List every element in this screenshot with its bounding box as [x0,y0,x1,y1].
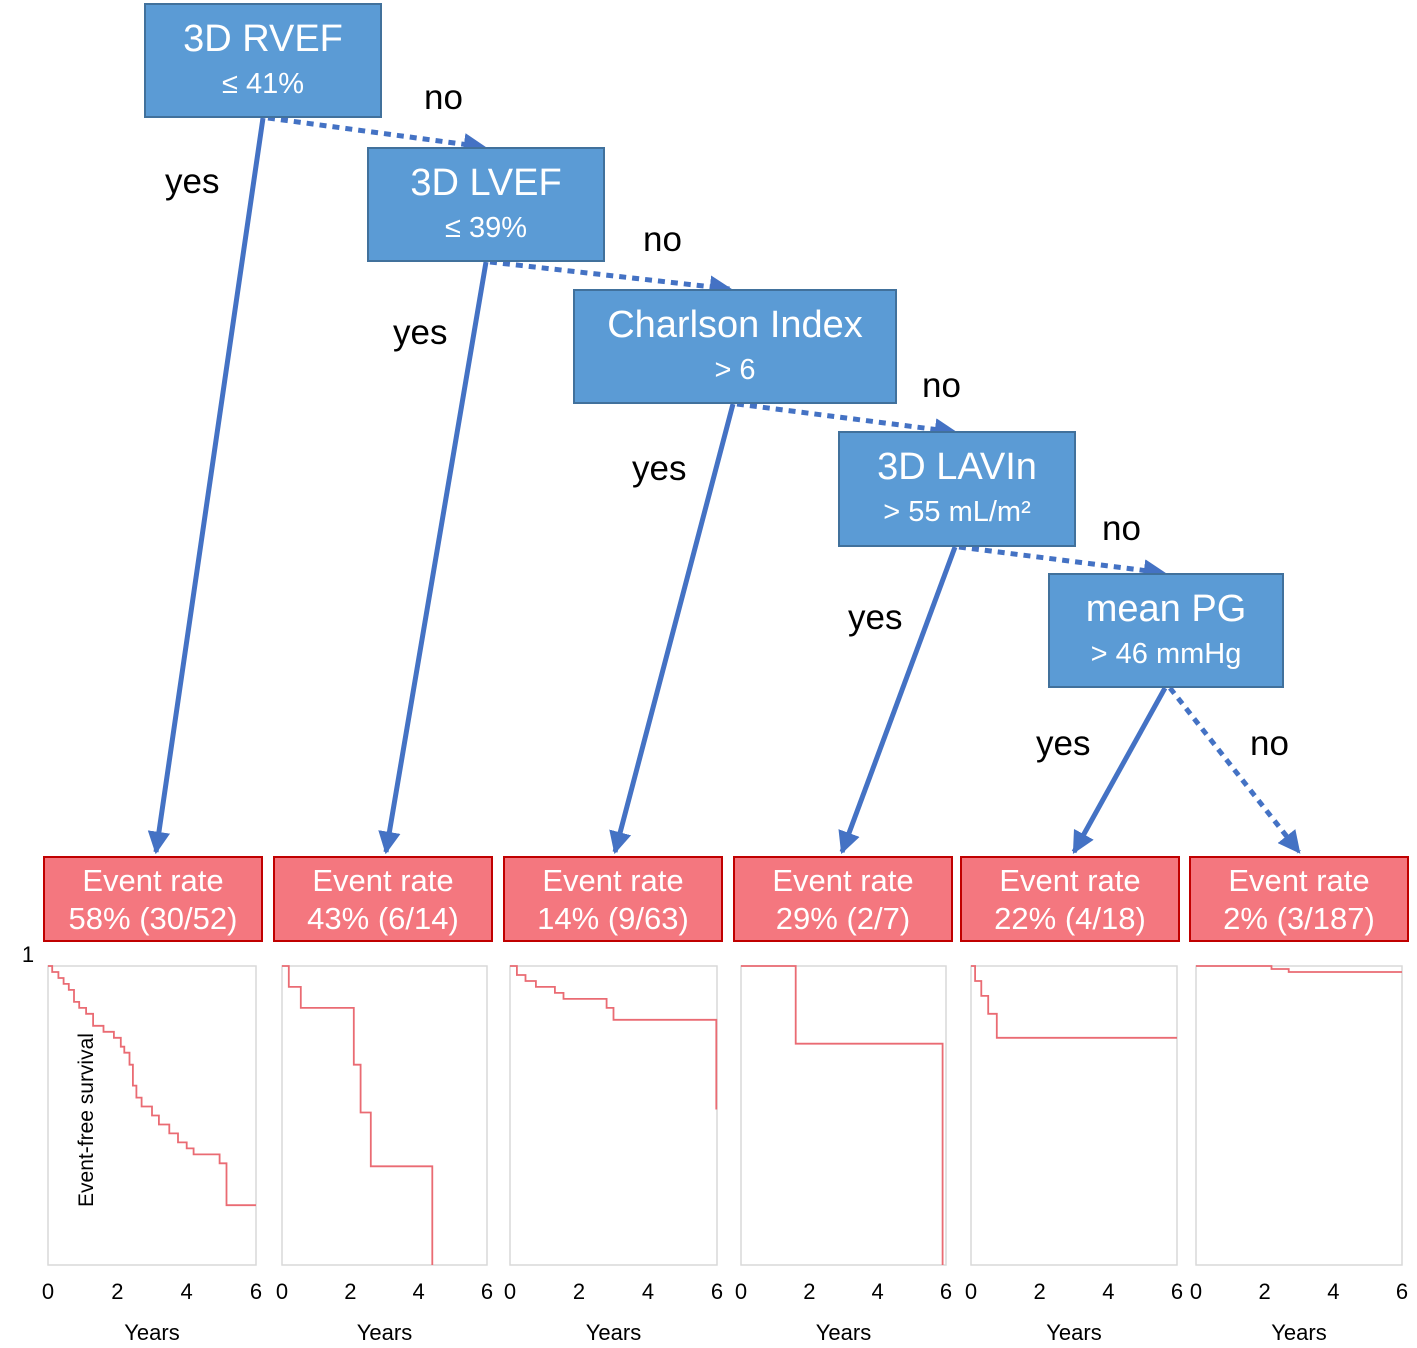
x-tick-label: 4 [1327,1279,1339,1304]
outcome-value: 29% (2/7) [775,901,911,936]
x-tick-label: 4 [872,1279,884,1304]
label-no: no [424,78,463,117]
x-tick-label: 4 [642,1279,654,1304]
x-axis-title: Years [816,1320,871,1345]
plot-frame [47,965,257,1266]
survival-curve [971,965,1177,1039]
label-no: no [643,220,682,259]
node-mean-pg: mean PG > 46 mmHg [1048,573,1284,688]
outcome-label: Event rate [1228,863,1370,898]
outcome-label: Event rate [82,863,224,898]
label-yes: yes [632,449,687,488]
edge-lavin-no [958,544,1167,582]
node-threshold: > 46 mmHg [1090,638,1242,670]
label-no: no [1102,509,1141,548]
edge-lvef-no [489,259,733,298]
x-tick-label: 0 [504,1279,516,1304]
outcome-box: Event rate 43% (6/14) [273,856,493,942]
node-3d-lvef: 3D LVEF ≤ 39% [367,147,605,262]
node-title: mean PG [1085,588,1247,630]
outcome-box: Event rate 22% (4/18) [960,856,1180,942]
x-tick-label: 0 [735,1279,747,1304]
x-tick-label: 2 [803,1279,815,1304]
plot-frame [740,965,947,1266]
edge-lvef-yes [378,261,489,855]
x-axis-title: Years [586,1320,641,1345]
label-no: no [922,366,961,405]
x-tick-label: 0 [1190,1279,1202,1304]
outcome-label: Event rate [312,863,454,898]
x-tick-label: 6 [1396,1279,1408,1304]
x-tick-label: 6 [481,1279,493,1304]
edge-charlson-yes [609,403,736,855]
edge-charlson-no [736,401,958,441]
node-threshold: > 55 mL/m² [883,496,1031,528]
x-tick-label: 4 [413,1279,425,1304]
survival-curve [282,965,434,1265]
label-no: no [1250,724,1289,763]
label-yes: yes [165,162,220,201]
outcome-label: Event rate [542,863,684,898]
edge-lavin-yes [838,546,958,855]
x-tick-label: 0 [276,1279,288,1304]
edge-rvef-yes [147,117,266,855]
outcome-box: Event rate 2% (3/187) [1189,856,1409,942]
x-axis-title: Years [1271,1320,1326,1345]
x-tick-label: 2 [573,1279,585,1304]
label-yes: yes [393,313,448,352]
node-title: Charlson Index [607,304,863,346]
outcome-label: Event rate [999,863,1141,898]
x-tick-label: 6 [1171,1279,1183,1304]
edge-pg-yes [1071,686,1168,854]
x-tick-label: 2 [1034,1279,1046,1304]
x-tick-label: 6 [250,1279,262,1304]
outcome-value: 14% (9/63) [537,901,689,936]
outcome-label: Event rate [772,863,914,898]
x-tick-label: 6 [940,1279,952,1304]
x-axis-title: Years [1046,1320,1101,1345]
plot-frame [1195,965,1403,1266]
node-title: 3D RVEF [183,18,343,60]
node-title: 3D LVEF [410,162,562,204]
survival-curve [48,965,256,1207]
x-axis-title: Years [357,1320,412,1345]
x-tick-label: 4 [181,1279,193,1304]
survival-curve [1196,965,1402,973]
y-tick-label: 1 [22,942,34,967]
node-threshold: ≤ 39% [444,212,527,244]
label-yes: yes [1036,724,1091,763]
plot-frame [970,965,1178,1266]
outcome-value: 2% (3/187) [1223,901,1375,936]
survival-curve [741,965,944,1265]
node-3d-rvef: 3D RVEF ≤ 41% [144,3,382,118]
x-axis-title: Years [124,1320,179,1345]
edge-pg-no [1168,686,1301,854]
outcome-value: 58% (30/52) [68,901,238,936]
node-charlson-index: Charlson Index > 6 [573,289,897,404]
outcome-box: Event rate 29% (2/7) [733,856,953,942]
outcome-value: 22% (4/18) [994,901,1146,936]
node-threshold: > 6 [714,354,756,386]
outcome-box: Event rate 58% (30/52) [43,856,263,942]
label-yes: yes [848,598,903,637]
node-threshold: ≤ 41% [221,68,304,100]
x-tick-label: 6 [711,1279,723,1304]
edge-rvef-no [267,115,487,156]
x-tick-label: 2 [111,1279,123,1304]
x-tick-label: 0 [42,1279,54,1304]
survival-curve [510,965,718,1110]
outcome-value: 43% (6/14) [307,901,459,936]
x-tick-label: 4 [1102,1279,1114,1304]
outcome-box: Event rate 14% (9/63) [503,856,723,942]
plot-frame [509,965,718,1266]
x-tick-label: 0 [965,1279,977,1304]
node-title: 3D LAVIn [877,446,1037,488]
x-tick-label: 2 [1259,1279,1271,1304]
node-3d-lavin: 3D LAVIn > 55 mL/m² [838,431,1076,547]
plot-frame [281,965,488,1266]
x-tick-label: 2 [344,1279,356,1304]
